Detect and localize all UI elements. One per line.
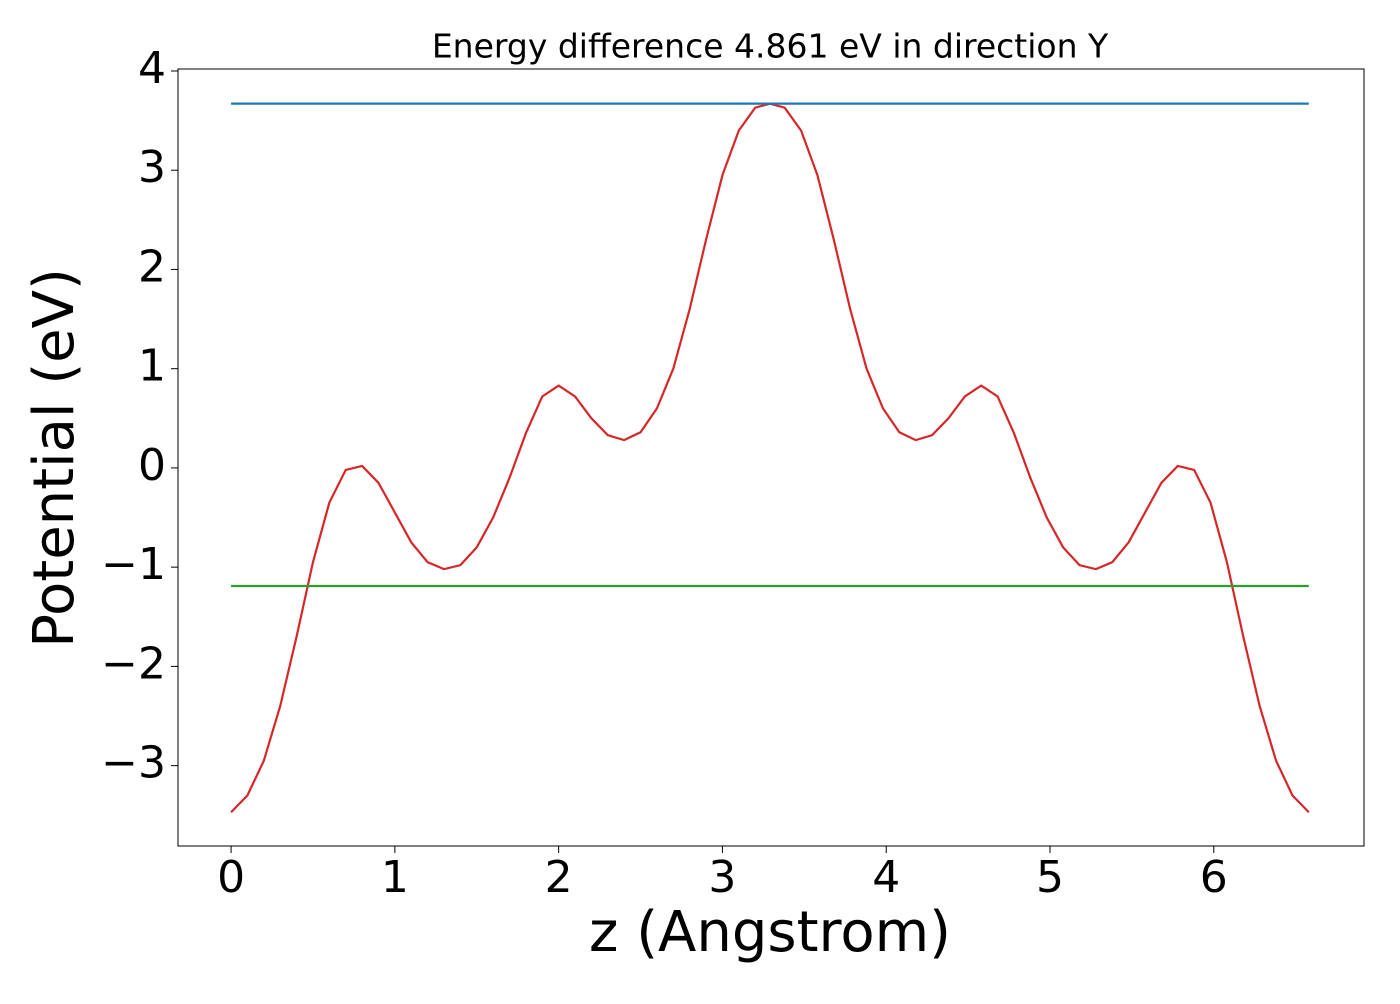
chart-title: Energy difference 4.861 eV in direction …: [432, 27, 1109, 66]
y-axis-label: Potential (eV): [22, 268, 87, 648]
x-tick-label: 4: [872, 852, 900, 903]
x-tick-label: 0: [217, 852, 245, 903]
x-tick-label: 5: [1036, 852, 1064, 903]
x-axis-label: z (Angstrom): [589, 900, 951, 965]
y-tick-label: 2: [138, 241, 166, 292]
y-tick-label: 3: [138, 142, 166, 193]
y-tick-label: 4: [138, 43, 166, 94]
y-tick-label: −2: [101, 638, 166, 689]
x-tick-label: 3: [708, 852, 736, 903]
x-tick-label: 2: [545, 852, 573, 903]
plot-frame: [177, 68, 1365, 847]
line-series: [230, 102, 1310, 814]
y-tick-label: −3: [101, 738, 166, 789]
y-tick-label: −1: [101, 539, 166, 590]
y-tick-label: 0: [138, 440, 166, 491]
y-tick-label: 1: [138, 341, 166, 392]
x-tick-label: 1: [381, 852, 409, 903]
x-tick-label: 6: [1200, 852, 1228, 903]
